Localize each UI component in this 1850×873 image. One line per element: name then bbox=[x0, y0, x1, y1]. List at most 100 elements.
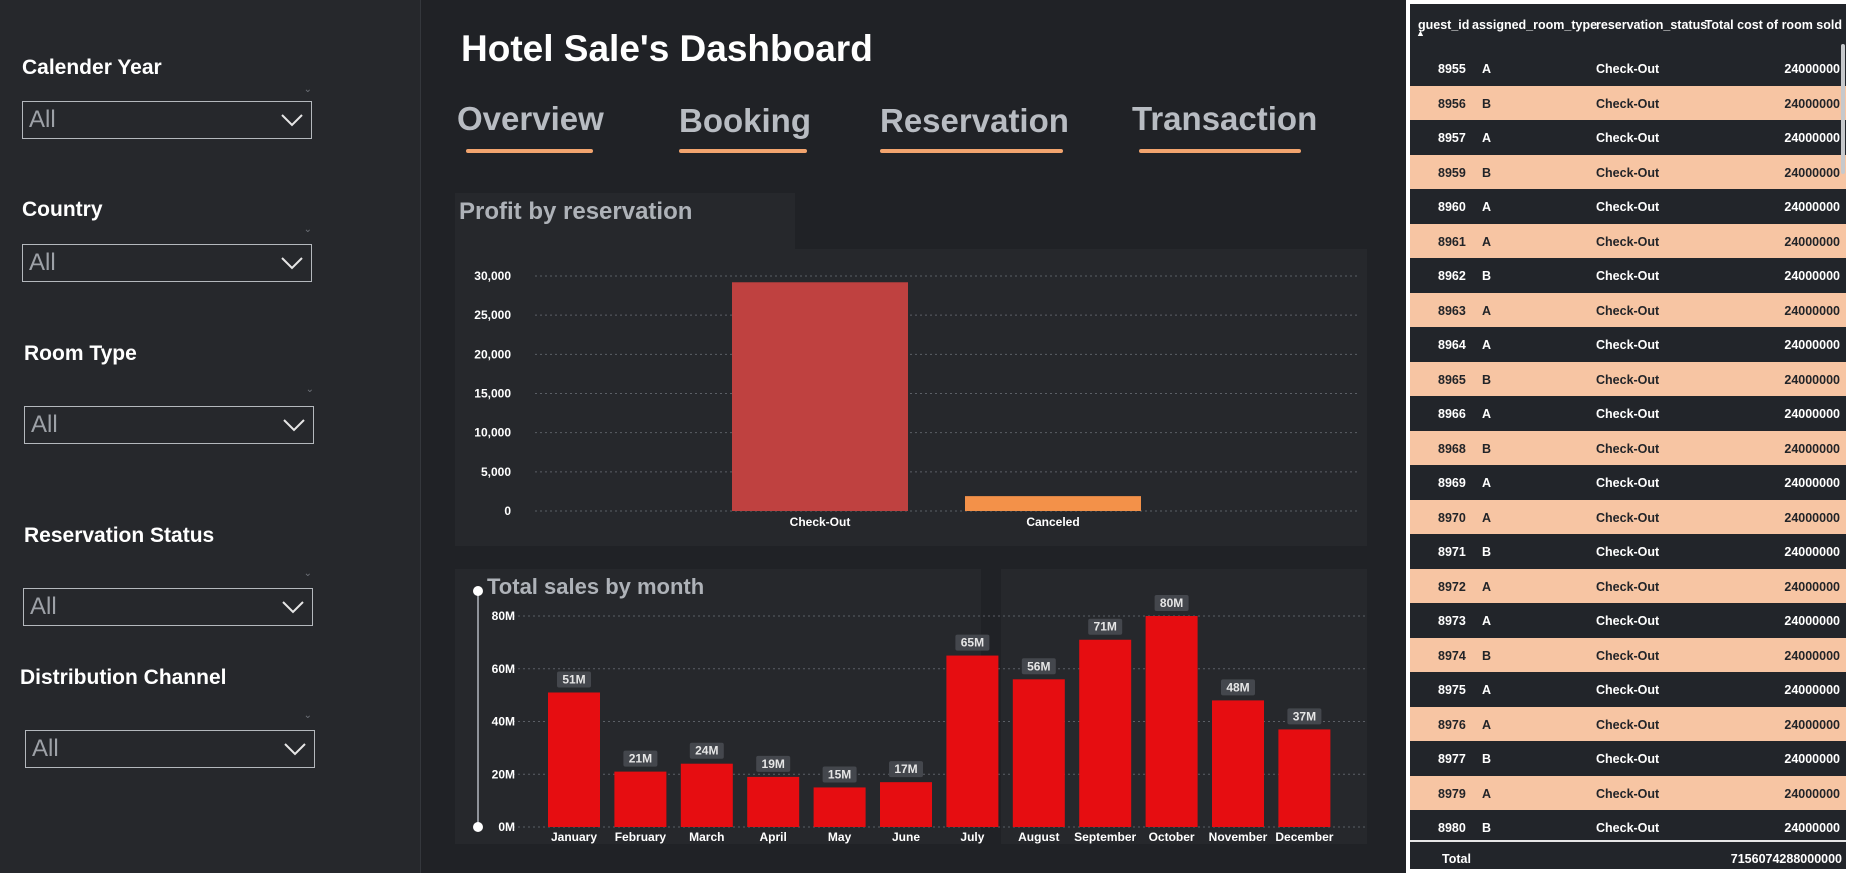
table-header: guest_id ▲ assigned_room_type reservatio… bbox=[1410, 4, 1846, 44]
table-row[interactable]: 8977 B Check-Out 24000000 bbox=[1410, 741, 1846, 776]
table-row[interactable]: 8969 A Check-Out 24000000 bbox=[1410, 465, 1846, 500]
data-label-bg bbox=[889, 761, 923, 778]
room-type-dropdown[interactable]: All bbox=[24, 406, 314, 444]
cell-room-type: A bbox=[1482, 683, 1492, 697]
data-label-bg bbox=[822, 766, 857, 783]
country-dropdown[interactable]: All bbox=[22, 244, 312, 282]
cell-reservation-status: Check-Out bbox=[1596, 200, 1660, 214]
table-row[interactable]: 8964 A Check-Out 24000000 bbox=[1410, 327, 1846, 362]
tab-overview[interactable]: Overview bbox=[457, 100, 604, 137]
column-header-room-type[interactable]: assigned_room_type bbox=[1472, 18, 1598, 32]
cell-total-cost: 24000000 bbox=[1784, 648, 1840, 663]
cell-room-type: A bbox=[1482, 614, 1492, 628]
cell-guest-id: 8968 bbox=[1438, 441, 1466, 456]
filter-label: Country bbox=[22, 198, 103, 221]
table-row[interactable]: 8959 B Check-Out 24000000 bbox=[1410, 154, 1846, 189]
cell-reservation-status: Check-Out bbox=[1596, 234, 1660, 249]
chevron-small-icon[interactable]: ⌄ bbox=[305, 384, 314, 395]
tab-reservation[interactable]: Reservation bbox=[880, 102, 1069, 139]
chevron-small-icon[interactable]: ⌄ bbox=[303, 224, 312, 235]
bar-january bbox=[548, 692, 600, 827]
cell-reservation-status: Check-Out bbox=[1596, 579, 1660, 594]
bar-february bbox=[614, 771, 667, 827]
chevron-small-icon[interactable]: ⌄ bbox=[303, 710, 312, 721]
table-row[interactable]: 8970 A Check-Out 24000000 bbox=[1410, 499, 1846, 534]
range-slider-handle-bottom bbox=[473, 822, 483, 832]
cell-total-cost: 24000000 bbox=[1784, 614, 1840, 628]
chevron-small-icon[interactable]: ⌄ bbox=[303, 84, 312, 95]
table-row[interactable]: 8961 A Check-Out 24000000 bbox=[1410, 223, 1846, 258]
cell-total-cost: 24000000 bbox=[1784, 476, 1840, 490]
data-label: 51M bbox=[562, 672, 585, 686]
table-row[interactable]: 8957 A Check-Out 24000000 bbox=[1410, 120, 1846, 155]
cell-guest-id: 8970 bbox=[1438, 510, 1466, 525]
data-label-bg bbox=[557, 671, 591, 688]
table-row[interactable]: 8980 B Check-Out 24000000 bbox=[1410, 810, 1846, 845]
chevron-small-icon[interactable]: ⌄ bbox=[303, 568, 312, 579]
table-row[interactable]: 8975 A Check-Out 24000000 bbox=[1410, 672, 1846, 707]
cell-reservation-status: Check-Out bbox=[1596, 510, 1660, 525]
table-row[interactable]: 8976 A Check-Out 24000000 bbox=[1410, 706, 1846, 741]
cell-reservation-status: Check-Out bbox=[1596, 269, 1660, 283]
bar-canceled bbox=[965, 496, 1141, 511]
cell-reservation-status: Check-Out bbox=[1596, 786, 1660, 801]
table-row[interactable]: 8962 B Check-Out 24000000 bbox=[1410, 258, 1846, 293]
tab-booking[interactable]: Booking bbox=[679, 102, 811, 139]
cell-total-cost: 24000000 bbox=[1784, 407, 1840, 421]
table-row[interactable]: 8979 A Check-Out 24000000 bbox=[1410, 775, 1846, 810]
cell-total-cost: 24000000 bbox=[1784, 131, 1840, 145]
table-row[interactable]: 8974 B Check-Out 24000000 bbox=[1410, 637, 1846, 672]
table-row[interactable]: 8960 A Check-Out 24000000 bbox=[1410, 189, 1846, 224]
table-scrollbar[interactable] bbox=[1841, 44, 1845, 174]
table-row[interactable]: 8965 B Check-Out 24000000 bbox=[1410, 361, 1846, 396]
column-header-guest-id[interactable]: guest_id bbox=[1418, 18, 1470, 32]
x-tick-label: February bbox=[615, 830, 667, 844]
y-tick-label: 80M bbox=[492, 609, 515, 623]
filter-label: Room Type bbox=[24, 342, 137, 365]
table-row[interactable]: 8963 A Check-Out 24000000 bbox=[1410, 292, 1846, 327]
data-label: 37M bbox=[1293, 709, 1316, 723]
dashboard-title: Hotel Sale's Dashboard bbox=[461, 28, 873, 69]
cell-total-cost: 24000000 bbox=[1784, 372, 1840, 387]
cell-reservation-status: Check-Out bbox=[1596, 165, 1660, 180]
table-row[interactable]: 8966 A Check-Out 24000000 bbox=[1410, 396, 1846, 431]
filter-panel: Calender Year ⌄ All Country ⌄ All Room T… bbox=[0, 0, 421, 873]
dropdown-value: All bbox=[30, 593, 57, 620]
sort-ascending-icon: ▲ bbox=[1416, 28, 1425, 38]
data-label-bg bbox=[1287, 708, 1322, 725]
cell-room-type: A bbox=[1482, 476, 1492, 490]
bar-november bbox=[1212, 700, 1264, 827]
data-label: 56M bbox=[1027, 659, 1050, 673]
data-label-bg bbox=[1154, 595, 1189, 611]
y-tick-label: 20,000 bbox=[474, 347, 511, 361]
distribution-channel-dropdown[interactable]: All bbox=[25, 730, 315, 768]
calendar-year-dropdown[interactable]: All bbox=[22, 101, 312, 139]
cell-guest-id: 8979 bbox=[1438, 786, 1466, 801]
reservation-status-dropdown[interactable]: All bbox=[23, 588, 313, 626]
table-row[interactable]: 8968 B Check-Out 24000000 bbox=[1410, 430, 1846, 465]
cell-reservation-status: Check-Out bbox=[1596, 752, 1660, 766]
x-tick-label: August bbox=[1018, 830, 1059, 844]
guest-table: guest_id ▲ assigned_room_type reservatio… bbox=[1406, 0, 1850, 873]
data-label-bg bbox=[623, 750, 658, 767]
table-row[interactable]: 8971 B Check-Out 24000000 bbox=[1410, 534, 1846, 569]
chevron-down-icon bbox=[284, 743, 306, 756]
data-label: 24M bbox=[695, 744, 718, 758]
cell-room-type: A bbox=[1482, 62, 1492, 76]
table-row[interactable]: 8956 B Check-Out 24000000 bbox=[1410, 85, 1846, 120]
table-row[interactable]: 8973 A Check-Out 24000000 bbox=[1410, 603, 1846, 638]
tab-underline bbox=[466, 149, 593, 153]
column-header-reservation-status[interactable]: reservation_status bbox=[1596, 18, 1708, 32]
table-row[interactable]: 8972 A Check-Out 24000000 bbox=[1410, 568, 1846, 603]
table-body[interactable]: guest_id ▲ assigned_room_type reservatio… bbox=[1410, 4, 1846, 869]
y-tick-label: 0 bbox=[504, 504, 511, 518]
sales-chart: 80M 60M 40M 20M 0M 51M January 21M February 24M Ma… bbox=[473, 586, 1365, 844]
cell-reservation-status: Check-Out bbox=[1596, 683, 1660, 697]
cell-total-cost: 24000000 bbox=[1784, 200, 1840, 214]
cell-room-type: A bbox=[1482, 131, 1492, 145]
dropdown-value: All bbox=[29, 106, 56, 133]
tab-transaction[interactable]: Transaction bbox=[1132, 100, 1318, 137]
column-header-total-cost[interactable]: Total cost of room sold bbox=[1704, 18, 1842, 32]
table-row[interactable]: 8955 A Check-Out 24000000 bbox=[1410, 51, 1846, 86]
